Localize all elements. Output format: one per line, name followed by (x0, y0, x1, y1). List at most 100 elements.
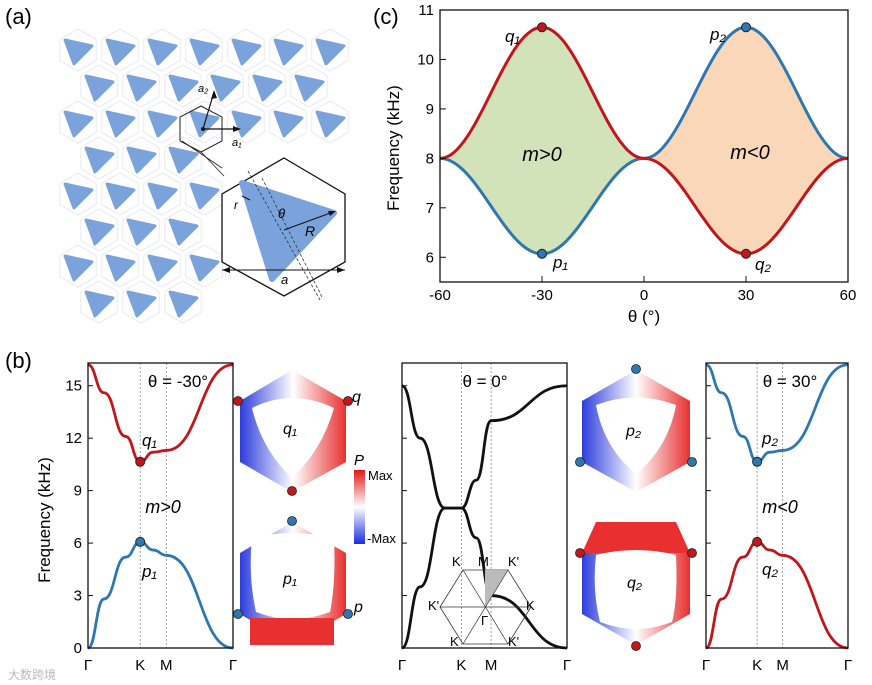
y-tick-label: 6 (426, 249, 434, 266)
band-plot-theta-0: Γ K M Γ (398, 362, 571, 674)
colorbar-min: -Max (367, 531, 396, 546)
x-tick-label: -30 (531, 287, 553, 304)
marker-p₂ (741, 22, 751, 33)
lattice-hexagon (143, 172, 181, 216)
field-p2-dot-1 (631, 364, 641, 374)
band-plot-theta-minus30: 0 3 6 9 12 15 Γ K M Γ (65, 362, 237, 674)
field-q2-dot-1 (575, 548, 585, 558)
field-map-q1: q q₁ (233, 370, 361, 496)
marker-label-q1: q₁ (505, 27, 520, 46)
lattice-hexagon (59, 100, 97, 144)
watermark: 大数跨境 (8, 667, 56, 682)
lattice-hexagon (269, 100, 307, 144)
field-q2-dot-3 (631, 641, 641, 651)
lattice-hexagon (59, 172, 97, 216)
lattice-hexagon (80, 280, 118, 324)
lattice-scatterer (231, 38, 262, 66)
x-tick-label: 60 (840, 287, 857, 304)
field-q1-hole (252, 398, 334, 478)
lattice-hexagon (185, 100, 223, 144)
theta-label: θ (278, 206, 285, 221)
lattice-scatterer (147, 110, 178, 138)
lattice-scatterer (315, 110, 346, 138)
lattice-hexagon (269, 28, 307, 72)
zoom-line-2 (200, 151, 225, 177)
y-tick-label: 7 (426, 200, 434, 217)
lattice-scatterer (231, 110, 262, 138)
lattice-scatterer (189, 182, 220, 210)
band-x-tick-label: Γ (229, 657, 237, 674)
band-frame (705, 362, 849, 649)
field-p1-bottom-lobe (250, 618, 334, 645)
field-p1-dot-2 (233, 609, 243, 619)
field-p2-dot-2 (575, 457, 585, 467)
lattice-scatterer (105, 182, 136, 210)
lattice-hexagon (122, 64, 160, 108)
marker-q₂ (741, 248, 751, 259)
title-right: θ = 30° (763, 372, 818, 391)
band-x-tick-label: M (485, 657, 498, 674)
bz-K-right: K (526, 598, 535, 613)
lattice-hexagon (164, 208, 202, 252)
lattice-hexagon (185, 28, 223, 72)
lattice-hexagon (122, 280, 160, 324)
lattice-scatterer (294, 74, 325, 102)
lattice-hexagon (80, 136, 118, 180)
a-arrowhead-right (337, 267, 345, 273)
lattice-scatterer (126, 146, 157, 174)
band-x-tick-label: K (135, 657, 145, 674)
lattice-scatterer (168, 218, 199, 246)
lattice-scatterer (126, 74, 157, 102)
band-y-tick-label: 15 (65, 378, 82, 395)
band-x-tick-label: Γ (844, 657, 852, 674)
field-q-label: q (352, 389, 361, 406)
band-x-tick-label: K (752, 657, 762, 674)
field-q1-dot-3 (287, 486, 297, 496)
panel-c-xlabel: θ (°) (628, 307, 660, 326)
field-p1-label: p₁ (282, 571, 297, 588)
band-x-tick-label: Γ (563, 657, 571, 674)
field-q1-dot-1 (233, 396, 243, 406)
field-q2-label: q₂ (627, 575, 642, 592)
lattice-hexagon (101, 172, 139, 216)
lattice-hexagon (143, 28, 181, 72)
right-m-label: m<0 (762, 497, 798, 517)
lattice-hexagon (164, 64, 202, 108)
field-p2-dot-3 (687, 457, 697, 467)
lattice-hexagon (80, 208, 118, 252)
lattice-hexagon (59, 28, 97, 72)
r-label: r (234, 198, 239, 212)
lattice-hexagon (311, 28, 349, 72)
band-y-tick-label: 0 (74, 640, 82, 657)
band-band-2 (400, 506, 568, 650)
lattice-scatterer (189, 38, 220, 66)
lattice-scatterer (63, 254, 94, 282)
band-x-tick-label: K (456, 657, 466, 674)
marker-label-q2: q₂ (755, 255, 771, 274)
lattice-scatterer (252, 74, 283, 102)
marker-q₁ (537, 22, 547, 33)
band-x-tick-label: Γ (398, 657, 406, 674)
field-q2-top-lobe (582, 522, 690, 553)
field-p2-label: p₂ (625, 423, 641, 440)
band-y-tick-label: 6 (74, 535, 82, 552)
bz-Kp-bottom: K' (508, 634, 519, 649)
band-band-1 (401, 384, 568, 510)
brillouin-zone-inset: K M K' K' K Γ K K' (428, 554, 535, 649)
field-map-p1: p p₁ (233, 516, 363, 645)
lattice-scatterer (168, 74, 199, 102)
lattice-scatterer (84, 146, 115, 174)
region-m-positive: m>0 (522, 144, 561, 166)
band-marker-lower (135, 536, 146, 547)
y-tick-label: 11 (418, 2, 434, 19)
bz-K-top: K (452, 554, 461, 569)
lattice-hexagon (164, 280, 202, 324)
a2-arrowhead (211, 90, 217, 99)
hex-lattice (59, 28, 349, 324)
x-tick-label: -60 (429, 287, 451, 304)
right-q2-label: q₂ (762, 560, 778, 579)
bz-Kp-left: K' (428, 598, 439, 613)
symmetry-dash-2 (261, 177, 323, 298)
band-y-tick-label: 12 (65, 430, 82, 447)
zoom-line-1 (181, 140, 223, 169)
